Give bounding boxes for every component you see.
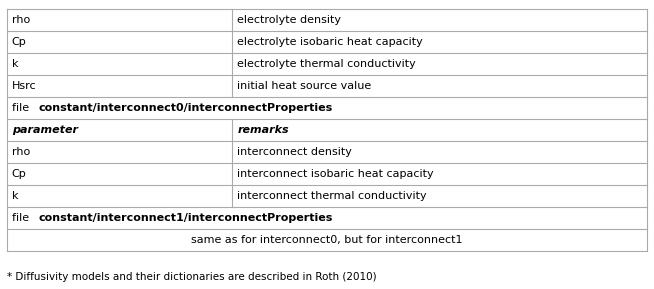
Text: Cp: Cp: [12, 169, 27, 179]
Text: interconnect isobaric heat capacity: interconnect isobaric heat capacity: [237, 169, 434, 179]
Text: file: file: [12, 103, 33, 113]
Text: file: file: [12, 213, 33, 223]
Text: electrolyte isobaric heat capacity: electrolyte isobaric heat capacity: [237, 37, 423, 47]
Text: constant/interconnect1/interconnectProperties: constant/interconnect1/interconnectPrope…: [39, 213, 333, 223]
Text: initial heat source value: initial heat source value: [237, 81, 371, 91]
Text: electrolyte density: electrolyte density: [237, 15, 341, 25]
Text: remarks: remarks: [237, 125, 289, 135]
Text: interconnect thermal conductivity: interconnect thermal conductivity: [237, 191, 427, 201]
Text: rho: rho: [12, 15, 30, 25]
Text: rho: rho: [12, 147, 30, 157]
Text: Cp: Cp: [12, 37, 27, 47]
Text: Hsrc: Hsrc: [12, 81, 37, 91]
Text: interconnect density: interconnect density: [237, 147, 353, 157]
Text: * Diffusivity models and their dictionaries are described in Roth (2010): * Diffusivity models and their dictionar…: [7, 273, 376, 282]
Text: k: k: [12, 191, 18, 201]
Text: k: k: [12, 59, 18, 69]
Text: electrolyte thermal conductivity: electrolyte thermal conductivity: [237, 59, 416, 69]
Text: parameter: parameter: [12, 125, 78, 135]
Text: same as for interconnect0, but for interconnect1: same as for interconnect0, but for inter…: [191, 236, 463, 245]
Text: constant/interconnect0/interconnectProperties: constant/interconnect0/interconnectPrope…: [39, 103, 333, 113]
